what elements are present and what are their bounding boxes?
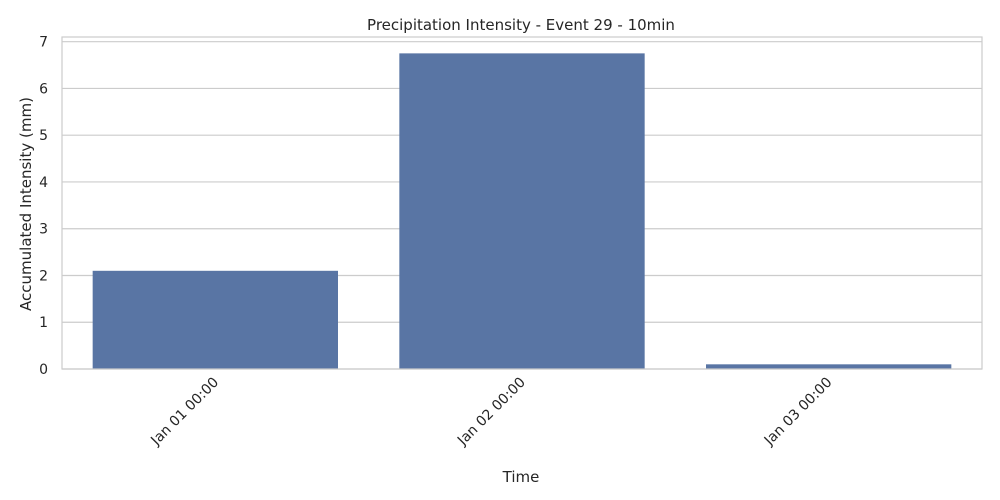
x-tick-label-2: Jan 03 00:00 <box>761 375 836 450</box>
y-tick-label-1: 1 <box>39 315 48 331</box>
y-tick-label-5: 5 <box>39 128 48 144</box>
plot-frame <box>61 36 983 370</box>
bar-0 <box>92 270 339 369</box>
y-tick-labels: 0 1 2 3 4 5 6 7 <box>39 35 48 378</box>
y-tick-label-3: 3 <box>39 222 48 238</box>
x-tick-labels: Jan 01 00:00 Jan 02 00:00 Jan 03 00:00 <box>147 375 835 450</box>
y-tick-label-7: 7 <box>39 35 48 51</box>
y-axis-title: Accumulated Intensity (mm) <box>17 97 35 311</box>
bar-2 <box>706 364 952 369</box>
x-tick-label-1: Jan 02 00:00 <box>454 375 529 450</box>
y-tick-label-2: 2 <box>39 268 48 284</box>
chart-title: Precipitation Intensity - Event 29 - 10m… <box>367 16 675 34</box>
y-tick-label-4: 4 <box>39 175 48 191</box>
bars <box>92 53 952 369</box>
y-tick-label-0: 0 <box>39 362 48 378</box>
x-axis-title: Time <box>502 468 540 486</box>
y-tick-label-6: 6 <box>39 81 48 97</box>
x-tick-label-0: Jan 01 00:00 <box>147 375 222 450</box>
bar-1 <box>399 53 645 369</box>
